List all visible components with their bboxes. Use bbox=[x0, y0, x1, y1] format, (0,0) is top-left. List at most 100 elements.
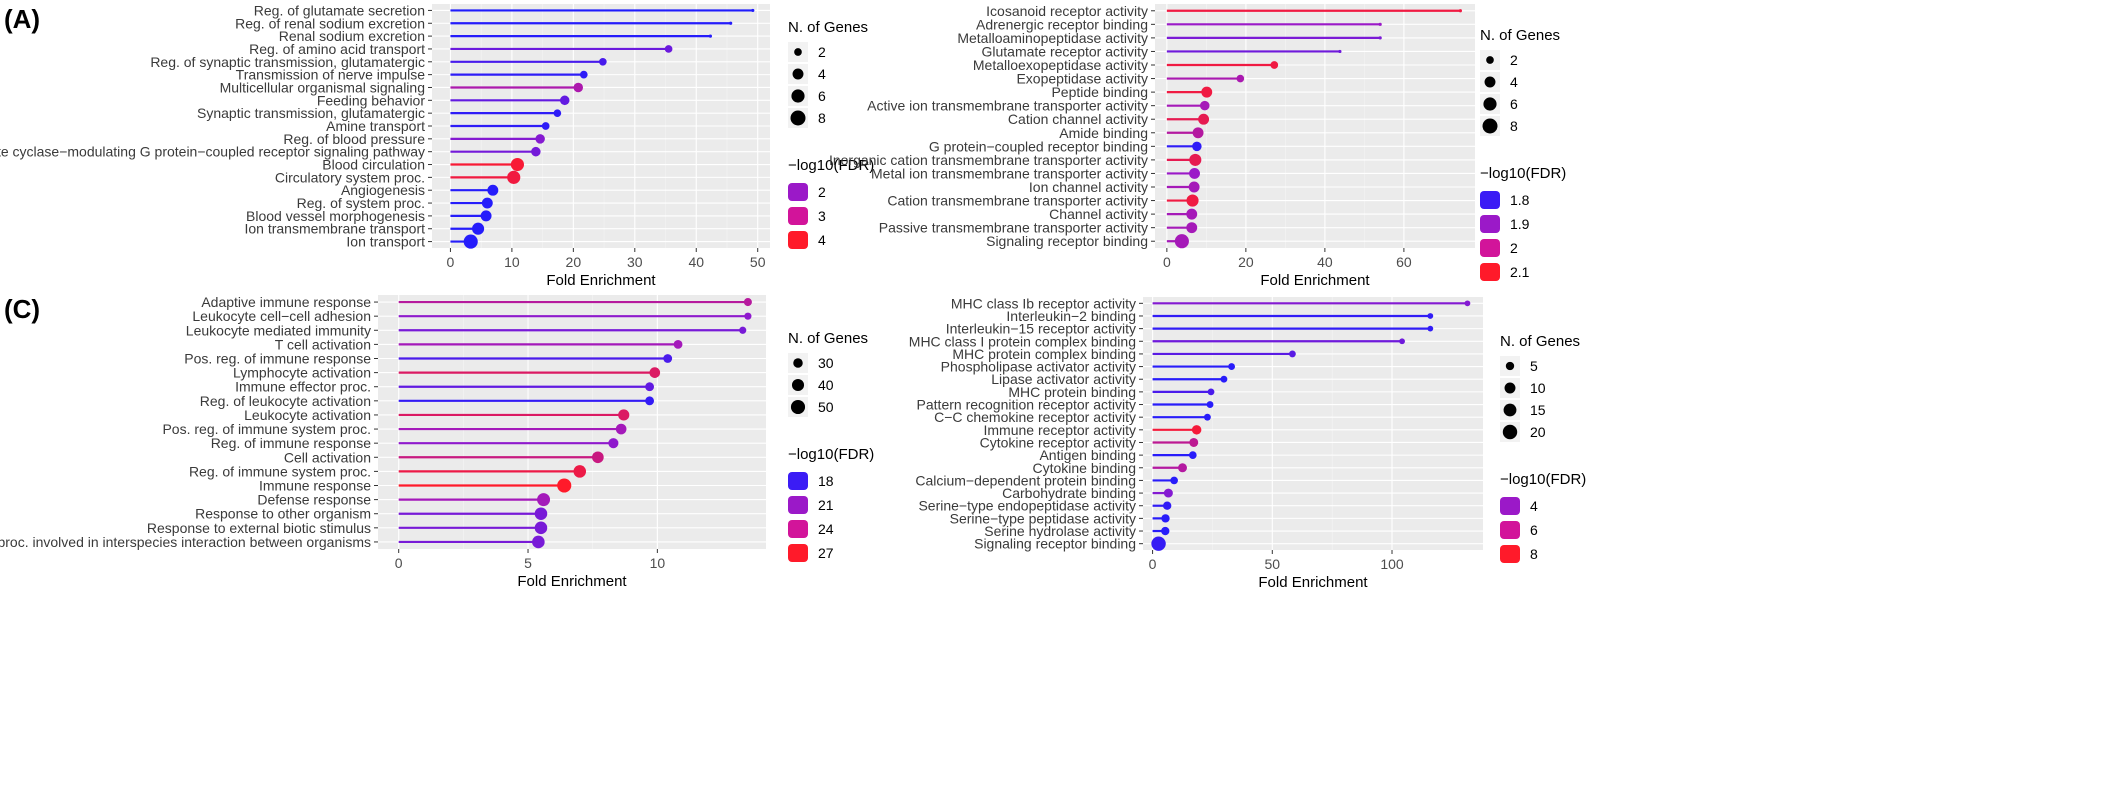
term-label: Reg. of leukocyte activation bbox=[200, 393, 371, 409]
term-label: Lipase activator activity bbox=[991, 371, 1136, 387]
term-label: Renal sodium excretion bbox=[279, 28, 425, 44]
size-legend-dot bbox=[1502, 424, 1518, 440]
term-label: Biological proc. involved in interspecie… bbox=[0, 534, 371, 550]
lollipop-point bbox=[1378, 22, 1382, 26]
lollipop-point bbox=[645, 396, 655, 406]
term-label: Multicellular organismal signaling bbox=[220, 79, 425, 95]
term-label: Lymphocyte activation bbox=[233, 365, 371, 381]
color-legend-title: −log10(FDR) bbox=[1480, 165, 1566, 182]
term-label: Angiogenesis bbox=[341, 182, 425, 198]
lollipop-point bbox=[1270, 61, 1279, 69]
term-label: Interleukin−2 binding bbox=[1006, 308, 1136, 324]
term-label: MHC protein binding bbox=[1008, 384, 1136, 400]
x-axis-label: Fold Enrichment bbox=[546, 272, 656, 289]
lollipop-point bbox=[1206, 401, 1214, 408]
lollipop-point bbox=[557, 478, 572, 493]
lollipop-point bbox=[663, 354, 673, 363]
color-legend-title: −log10(FDR) bbox=[788, 157, 874, 174]
size-legend-dot bbox=[794, 48, 802, 56]
lollipop-point bbox=[1192, 141, 1202, 152]
lollipop-point bbox=[673, 339, 683, 349]
lollipop-point bbox=[615, 423, 627, 435]
x-tick-label: 0 bbox=[1149, 556, 1157, 572]
lollipop-point bbox=[480, 210, 492, 222]
term-label: C−C chemokine receptor activity bbox=[934, 409, 1136, 425]
size-legend-dot bbox=[1486, 56, 1494, 64]
term-label: Feeding behavior bbox=[317, 92, 426, 108]
color-legend-swatch bbox=[1500, 521, 1520, 539]
lollipop-point bbox=[645, 382, 655, 392]
lollipop-point bbox=[1189, 437, 1199, 447]
plot-background bbox=[378, 295, 766, 549]
size-legend-dot bbox=[1504, 382, 1516, 394]
term-label: Peptide binding bbox=[1051, 84, 1148, 100]
size-legend-label: 15 bbox=[1530, 402, 1546, 418]
lollipop-point bbox=[751, 8, 755, 13]
size-legend-label: 5 bbox=[1530, 358, 1538, 374]
plot-background bbox=[1143, 297, 1483, 550]
color-legend-swatch bbox=[1480, 215, 1500, 233]
size-legend-title: N. of Genes bbox=[788, 330, 868, 347]
term-label: Metalloaminopeptidase activity bbox=[957, 30, 1148, 46]
term-label: Adenylate cyclase−modulating G protein−c… bbox=[0, 144, 425, 160]
color-legend-label: 1.8 bbox=[1510, 192, 1530, 208]
size-legend-label: 2 bbox=[818, 44, 826, 60]
color-legend-swatch bbox=[788, 207, 808, 225]
size-legend-dot bbox=[1505, 361, 1515, 371]
size-legend-dot bbox=[791, 378, 805, 392]
term-label: Active ion transmembrane transporter act… bbox=[867, 98, 1148, 114]
size-legend-label: 8 bbox=[1510, 118, 1518, 134]
size-legend-dot bbox=[790, 399, 806, 415]
color-legend-swatch bbox=[1480, 191, 1500, 209]
term-label: Exopeptidase activity bbox=[1016, 71, 1148, 87]
term-label: Circulatory system proc. bbox=[275, 169, 425, 185]
term-label: Passive transmembrane transporter activi… bbox=[879, 220, 1148, 236]
color-legend-swatch bbox=[1480, 239, 1500, 257]
term-label: G protein−coupled receptor binding bbox=[929, 138, 1148, 154]
lollipop-point bbox=[1163, 488, 1173, 498]
size-legend-label: 8 bbox=[818, 110, 826, 126]
term-label: Phospholipase activator activity bbox=[941, 359, 1136, 375]
x-tick-label: 0 bbox=[1163, 254, 1171, 270]
term-label: Reg. of synaptic transmission, glutamate… bbox=[150, 54, 425, 70]
lollipop-point bbox=[573, 82, 584, 93]
term-label: Reg. of system proc. bbox=[297, 195, 425, 211]
lollipop-point bbox=[1228, 363, 1236, 370]
lollipop-point bbox=[608, 438, 619, 449]
size-legend-dot bbox=[1482, 118, 1498, 134]
term-label: Adrenergic receptor binding bbox=[976, 16, 1148, 32]
lollipop-point bbox=[1399, 338, 1405, 345]
term-label: Channel activity bbox=[1049, 206, 1148, 222]
lollipop-point bbox=[1200, 100, 1210, 111]
color-legend-swatch bbox=[788, 544, 808, 562]
lollipop-point bbox=[1338, 49, 1342, 54]
lollipop-point bbox=[1188, 181, 1200, 193]
lollipop-point bbox=[1163, 501, 1172, 510]
term-label: Immune receptor activity bbox=[984, 422, 1137, 438]
lollipop-point bbox=[507, 170, 521, 184]
color-legend-label: 2 bbox=[818, 184, 826, 200]
term-label: MHC class I protein complex binding bbox=[909, 333, 1136, 349]
lollipop-point bbox=[559, 95, 570, 106]
term-label: Reg. of immune response bbox=[211, 435, 372, 451]
lollipop-point bbox=[1458, 9, 1462, 13]
color-legend-label: 2 bbox=[1510, 240, 1518, 256]
color-legend-label: 27 bbox=[818, 545, 834, 561]
color-legend-swatch bbox=[788, 496, 808, 514]
lollipop-point bbox=[1189, 153, 1202, 166]
size-legend-label: 4 bbox=[1510, 74, 1518, 90]
lollipop-point bbox=[531, 146, 541, 157]
term-label: Reg. of immune system proc. bbox=[189, 463, 371, 479]
x-tick-label: 100 bbox=[1380, 556, 1404, 572]
term-label: Antigen binding bbox=[1039, 447, 1136, 463]
term-label: Pattern recognition receptor activity bbox=[917, 397, 1136, 413]
color-legend-swatch bbox=[788, 520, 808, 538]
size-legend-title: N. of Genes bbox=[1480, 27, 1560, 44]
lollipop-point bbox=[1186, 194, 1199, 207]
term-label: Metalloexopeptidase activity bbox=[973, 57, 1148, 73]
size-legend-label: 30 bbox=[818, 355, 834, 371]
panel-label: (C) bbox=[4, 294, 40, 324]
size-legend-label: 2 bbox=[1510, 52, 1518, 68]
size-legend-dot bbox=[793, 358, 803, 368]
term-label: Cell activation bbox=[284, 449, 371, 465]
